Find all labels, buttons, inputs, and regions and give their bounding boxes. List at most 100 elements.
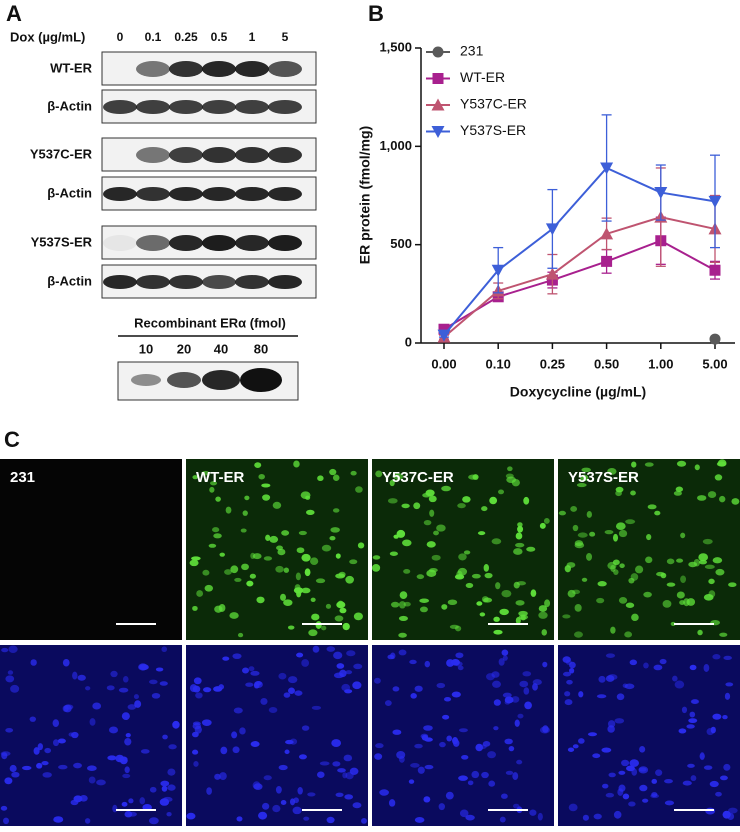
- cell: [515, 600, 525, 606]
- cell: [416, 574, 425, 580]
- cell: [357, 542, 365, 549]
- y-tick-label: 500: [390, 236, 412, 251]
- cell: [342, 772, 348, 779]
- cell: [344, 794, 354, 800]
- band: [169, 147, 203, 163]
- recombinant-amount: 10: [139, 341, 153, 356]
- x-tick-label: 5.00: [702, 356, 727, 371]
- cell: [192, 605, 198, 611]
- cell: [596, 597, 605, 604]
- cell: [294, 690, 303, 696]
- cell: [607, 561, 617, 570]
- cell: [296, 547, 305, 554]
- cell: [108, 726, 119, 734]
- cell: [664, 778, 673, 784]
- band: [167, 372, 201, 388]
- cell: [612, 533, 619, 542]
- cell: [310, 557, 319, 566]
- cell: [268, 707, 278, 714]
- cell: [568, 803, 578, 812]
- cell: [645, 556, 653, 564]
- cell: [508, 745, 515, 752]
- cell: [644, 462, 654, 467]
- cell: [688, 561, 698, 568]
- cell: [457, 567, 468, 576]
- cell: [283, 692, 291, 698]
- cell: [653, 664, 663, 671]
- cell: [513, 548, 523, 555]
- micrograph: [186, 459, 368, 640]
- cell: [608, 772, 616, 778]
- cell: [662, 599, 672, 608]
- cell: [491, 538, 502, 545]
- cell: [352, 681, 362, 690]
- cell: [429, 568, 438, 573]
- cell: [423, 725, 433, 731]
- cell: [725, 682, 734, 687]
- cell: [703, 663, 710, 672]
- cell: [307, 792, 316, 797]
- cell: [29, 716, 37, 722]
- dose-label: 0.5: [211, 30, 228, 44]
- cell: [458, 775, 468, 781]
- cell: [388, 799, 396, 807]
- cell: [524, 701, 532, 710]
- cell: [715, 791, 722, 797]
- cell: [489, 496, 498, 505]
- cell: [159, 681, 168, 686]
- cell: [646, 533, 652, 541]
- cell: [375, 470, 383, 478]
- series-line: [443, 166, 716, 336]
- cell: [502, 692, 512, 698]
- cell: [303, 816, 310, 821]
- cell: [297, 786, 303, 795]
- band: [202, 100, 236, 114]
- cell: [605, 653, 616, 658]
- cell: [722, 715, 728, 720]
- cell: [461, 754, 469, 760]
- x-axis-label: Doxycycline (µg/mL): [510, 384, 646, 400]
- cell: [260, 698, 268, 705]
- cell: [272, 804, 281, 813]
- cell: [639, 746, 646, 753]
- cell: [457, 503, 466, 509]
- cell: [704, 564, 715, 570]
- cell: [112, 804, 118, 813]
- cell: [491, 671, 500, 678]
- cell: [439, 741, 446, 748]
- cell: [294, 584, 301, 592]
- cell: [635, 565, 644, 574]
- cell: [296, 652, 304, 658]
- cell: [262, 802, 270, 810]
- cell: [574, 540, 584, 547]
- cell: [581, 577, 588, 582]
- cell: [87, 765, 97, 771]
- cell: [269, 535, 279, 543]
- cell: [624, 683, 635, 690]
- cell: [125, 732, 131, 738]
- cell: [339, 669, 347, 678]
- cell: [195, 692, 203, 699]
- cell: [263, 775, 272, 781]
- band: [136, 100, 170, 114]
- band: [268, 275, 302, 289]
- cell: [451, 691, 461, 698]
- cell: [511, 696, 520, 703]
- cell: [566, 562, 576, 568]
- cell: [562, 671, 572, 677]
- cell: [498, 658, 505, 666]
- marker: [545, 267, 559, 280]
- cell: [289, 798, 296, 806]
- cell: [680, 575, 687, 583]
- cell: [580, 474, 589, 482]
- cell: [284, 749, 290, 755]
- band: [169, 187, 203, 201]
- dose-label: 0: [117, 30, 124, 44]
- marker: [437, 329, 451, 342]
- cell: [122, 773, 131, 779]
- cell: [11, 771, 20, 778]
- cell: [278, 672, 287, 680]
- cell: [301, 587, 311, 594]
- cell: [506, 476, 516, 483]
- cell: [505, 770, 514, 775]
